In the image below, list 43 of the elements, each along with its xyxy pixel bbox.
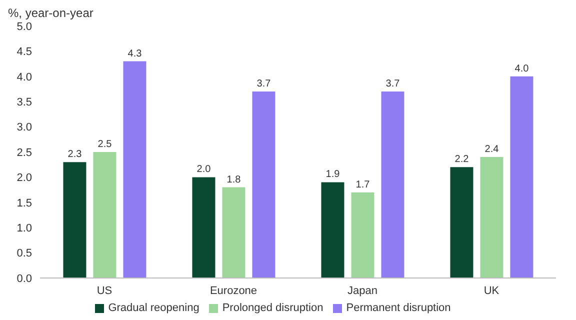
y-tick-label: 0.0 [16,272,32,285]
data-label: 3.7 [386,78,400,90]
y-axis-title: %, year-on-year [8,6,94,20]
y-tick-label: 0.5 [16,248,32,260]
y-tick-label: 5.0 [16,20,32,33]
legend-label: Gradual reopening [108,302,200,314]
y-tick-label: 4.0 [16,71,32,84]
data-label: 2.4 [484,144,500,156]
x-tick-label: Japan [348,284,378,297]
legend-label: Prolonged disruption [222,302,324,314]
bar [351,192,374,278]
x-tick-label: Eurozone [210,284,258,297]
bar [93,152,116,278]
data-label: 1.8 [226,174,242,186]
y-tick-label: 2.5 [16,146,32,159]
bar [510,76,534,278]
y-tick-label: 1.5 [16,197,32,210]
y-tick-label: 1.0 [16,222,32,235]
bar [252,92,276,278]
data-label: 3.7 [256,78,272,90]
data-label: 1.7 [356,179,370,190]
bar [222,187,246,278]
y-tick-label: 2.0 [16,172,32,184]
bar [480,157,504,278]
x-tick-label: UK [484,284,500,297]
bar [123,61,146,278]
y-tick-label: 3.0 [16,122,32,134]
bar [450,167,474,278]
bar [381,92,404,278]
bar [321,182,344,278]
legend-label: Permanent disruption [346,302,451,314]
data-label: 2.0 [196,164,212,176]
data-label: 2.3 [68,149,82,160]
y-tick-label: 3.5 [16,96,32,109]
data-label: 2.5 [98,139,112,150]
data-label: 2.2 [454,154,470,166]
data-label: 4.3 [128,48,142,60]
bar [63,162,86,278]
data-label: 4.0 [514,63,530,74]
data-label: 1.9 [326,169,340,180]
y-tick-label: 4.5 [16,46,32,58]
bar [192,177,216,278]
x-tick-label: US [96,284,112,297]
